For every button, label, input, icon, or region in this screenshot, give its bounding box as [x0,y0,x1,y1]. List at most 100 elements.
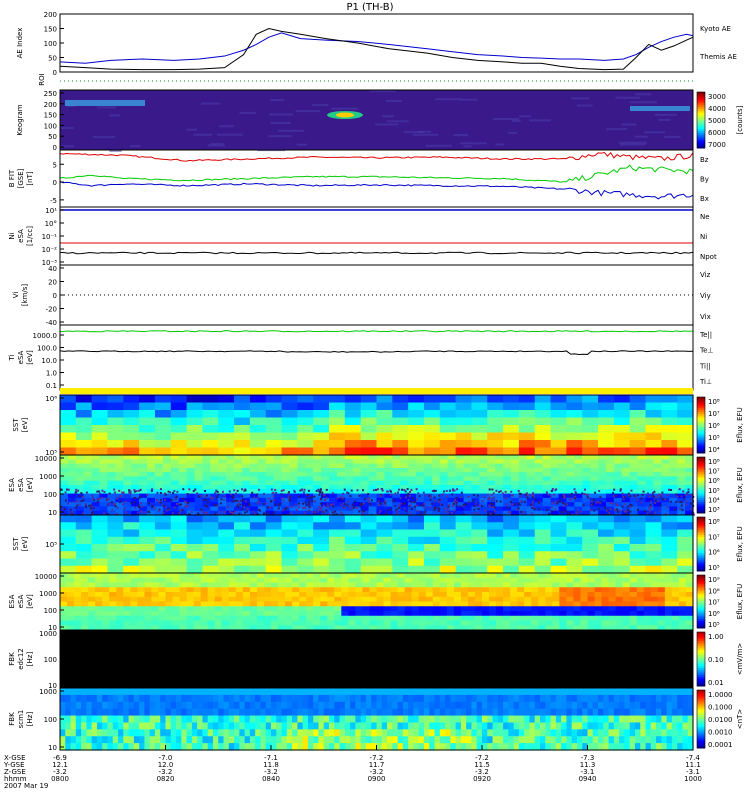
colorbar-step [697,527,705,531]
noise-pixel [157,501,160,504]
spectrogram-cell [685,601,694,607]
spectrogram-cell [362,615,371,622]
spectrogram-cell [455,506,465,512]
spectrogram-cell [645,402,662,411]
spectrogram-cell [60,551,77,560]
spectrogram-cell [471,529,488,538]
spectrogram-cell [289,476,298,482]
y-tick-label: 100 [44,122,57,130]
noise-pixel [134,497,137,500]
spectrogram-cell [313,601,321,607]
spectrogram-cell [431,506,441,512]
spectrogram-cell [636,601,645,607]
spectrogram-cell [661,410,678,419]
spectrogram-cell [210,506,219,512]
spectrogram-cell [96,701,103,710]
spectrogram-cell [526,455,536,460]
noise-pixel [509,501,512,504]
spectrogram-cell [598,440,615,449]
spectrogram-cell [313,472,322,478]
spectrogram-cell [74,615,82,622]
spectrogram-cell [605,472,615,478]
keogram-streak [129,145,141,148]
spectrogram-cell [193,606,202,612]
spectrogram-cell [218,440,235,449]
spectrogram-cell [339,701,346,710]
spectrogram-cell [207,592,216,598]
spectrogram-cell [365,694,372,703]
y-tick-label: 40 [48,265,57,273]
spectrogram-cell [260,722,267,730]
spectrogram-cell [517,582,525,588]
spectrogram-cell [265,565,283,574]
spectrogram-cell [479,476,488,482]
colorbar-step [697,540,705,543]
colorbar-step [697,547,705,550]
noise-pixel [622,495,625,498]
noise-pixel [658,509,661,512]
spectrogram-cell [271,596,279,603]
spectrogram-cell [313,620,321,626]
noise-pixel [160,498,163,501]
noise-pixel [396,513,399,516]
spectrogram-cell [518,467,528,473]
spectrogram-cell [397,615,406,622]
spectrogram-cell [418,587,427,593]
spectrogram-cell [629,480,639,486]
spectrogram-cell [115,459,124,465]
spectrogram-cell [344,472,354,478]
spectrogram-cell [643,573,652,579]
spectrogram-cell [91,715,98,724]
colorbar-step [697,522,705,525]
spectrogram-cell [517,620,525,626]
keogram-streak [606,128,627,131]
spectrogram-cell [387,701,393,710]
spectrogram-cell [487,472,496,478]
colorbar-step [697,140,705,143]
noise-pixel [244,500,247,503]
spectrogram-cell [355,729,362,737]
spectrogram-cell [566,402,583,411]
spectrogram-cell [503,459,512,465]
spectrogram-cell [495,455,504,460]
spectrogram-cell [112,701,119,710]
spectrogram-cell [95,592,103,598]
spectrogram-cell [226,497,235,503]
keogram-streak [312,104,329,107]
spectrogram-cell [176,701,182,710]
spectrogram-cell [517,592,525,598]
spectrogram-cell [552,596,560,603]
spectrogram-cell [677,472,686,478]
noise-pixel [526,496,529,499]
spectrogram-cell [91,395,109,404]
spectrogram-cell [91,440,109,449]
spectrogram-cell [384,493,393,499]
spectrogram-cell [83,506,93,512]
spectrogram-cell [202,485,211,490]
spectrogram-cell [645,551,662,560]
spectrogram-cell [281,708,288,717]
spectrogram-cell [497,729,504,737]
spectrogram-cell [598,472,607,478]
spectrogram-cell [574,467,583,473]
spectrogram-cell [503,736,509,744]
spectrogram-cell [172,620,181,626]
keogram-streak [201,102,221,105]
noise-pixel [80,500,83,503]
spectrogram-cell [86,701,93,710]
spectrogram-cell [228,592,237,598]
spectrogram-cell [518,455,528,460]
noise-pixel [525,492,528,495]
spectrogram-cell [598,497,607,503]
spectrogram-cell [60,736,66,744]
spectrogram-cell [256,592,265,598]
spectrogram-cell [170,708,177,717]
noise-pixel [358,494,361,497]
spectrogram-cell [455,425,473,434]
spectrogram-cell [566,582,575,588]
spectrogram-cell [218,485,227,490]
spectrogram-cell [423,493,433,499]
spectrogram-cell [645,489,655,495]
spectrogram-cell [559,596,567,603]
